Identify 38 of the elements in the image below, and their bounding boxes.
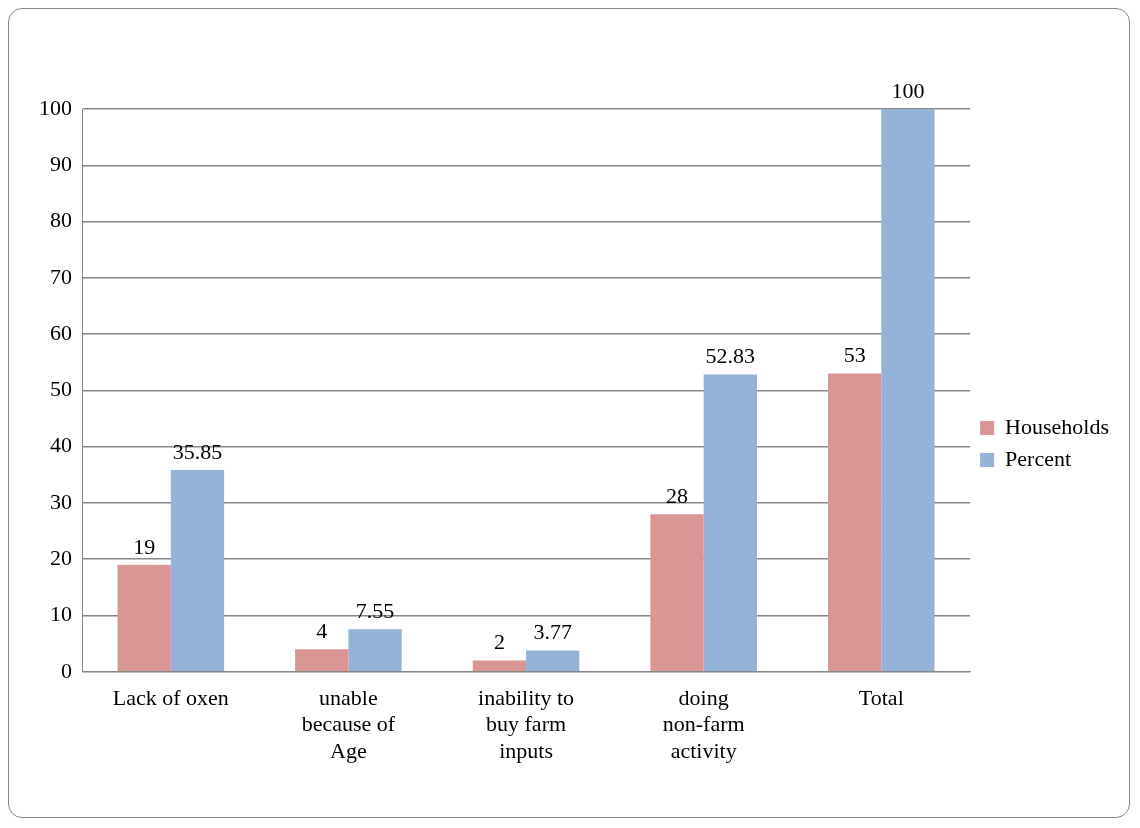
x-tick-label: unable because of Age xyxy=(301,684,396,763)
y-tick-label: 70 xyxy=(50,263,72,289)
x-tick-label: Total xyxy=(858,684,904,710)
y-tick-label: 60 xyxy=(50,319,72,345)
data-label: 3.77 xyxy=(533,619,572,645)
y-tick-label: 20 xyxy=(50,545,72,571)
bar xyxy=(348,629,402,672)
y-tick-label: 30 xyxy=(50,488,72,514)
data-label: 52.83 xyxy=(705,343,756,369)
data-label: 7.55 xyxy=(355,598,395,624)
legend-label: Percent xyxy=(1005,445,1072,471)
y-tick-label: 40 xyxy=(50,432,72,458)
data-label: 4 xyxy=(316,618,328,644)
bar xyxy=(170,470,225,672)
bar xyxy=(881,109,935,672)
data-label: 35.85 xyxy=(172,438,223,464)
y-tick-label: 0 xyxy=(61,657,72,683)
bar xyxy=(295,649,349,672)
data-label: 53 xyxy=(843,342,866,368)
data-label: 19 xyxy=(133,533,156,559)
data-label: 100 xyxy=(891,77,925,103)
y-tick-label: 100 xyxy=(39,94,72,120)
y-tick-label: 50 xyxy=(50,376,72,402)
bar xyxy=(526,650,580,672)
y-tick-label: 90 xyxy=(50,151,72,177)
y-tick-label: 10 xyxy=(50,601,72,627)
bar xyxy=(472,660,527,672)
data-label: 2 xyxy=(493,629,505,655)
x-tick-label: Lack of oxen xyxy=(112,684,229,710)
bar xyxy=(650,514,704,672)
x-tick-label: doing non-farm activity xyxy=(662,684,745,763)
data-label: 28 xyxy=(666,483,689,508)
bar xyxy=(703,374,757,672)
x-tick-label: inability to buy farm inputs xyxy=(478,684,575,763)
bar xyxy=(117,564,171,672)
legend-label: Households xyxy=(1005,413,1109,439)
bar xyxy=(828,373,882,672)
y-tick-label: 80 xyxy=(50,207,72,233)
